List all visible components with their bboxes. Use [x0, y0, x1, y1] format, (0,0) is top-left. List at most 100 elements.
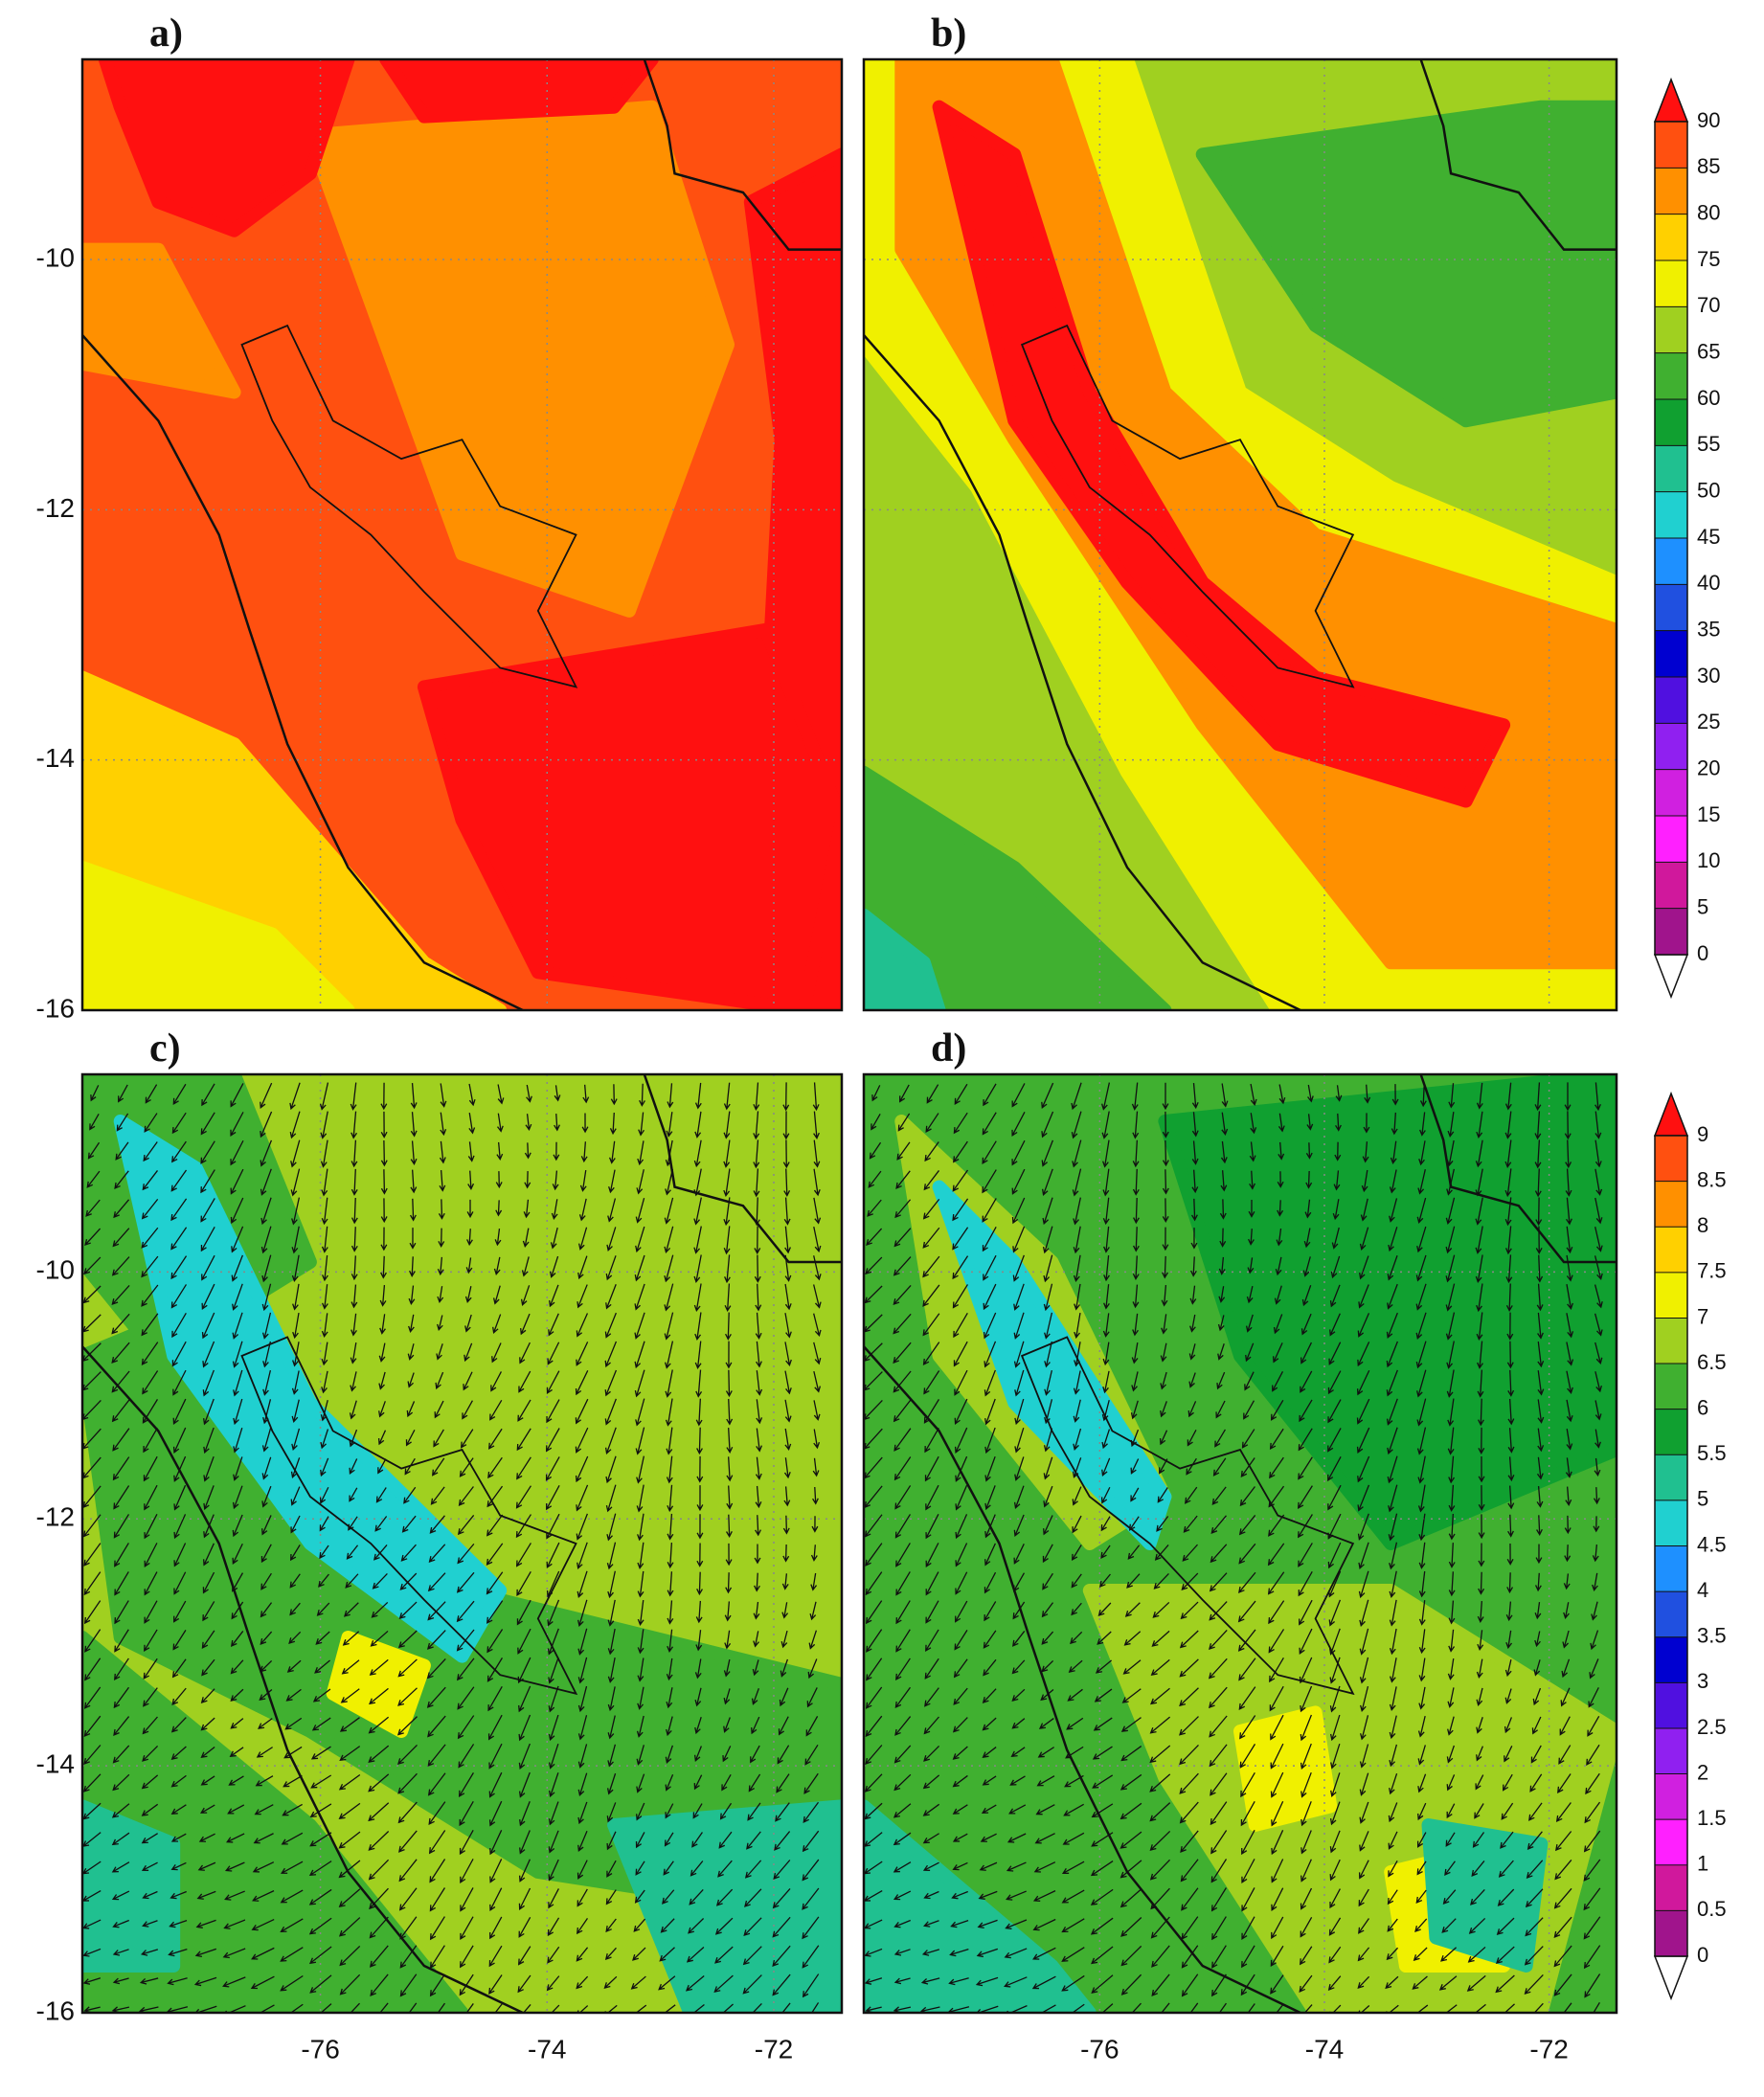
- wind-arrow: [696, 1485, 704, 1512]
- wind-arrow: [172, 1398, 187, 1425]
- wind-arrow: [1475, 1197, 1483, 1226]
- wind-arrow: [457, 1686, 475, 1710]
- wind-arrow: [1156, 1516, 1169, 1532]
- wind-arrow: [261, 1312, 272, 1340]
- wind-arrow: [982, 1717, 997, 1731]
- wind-arrow: [1466, 1974, 1486, 1992]
- wind-arrow: [1278, 1113, 1285, 1133]
- wind-arrow: [723, 1111, 731, 1139]
- wind-arrow: [1416, 1832, 1427, 1848]
- wind-arrow: [202, 1543, 215, 1567]
- wind-arrow: [637, 1513, 645, 1542]
- wind-arrow: [1131, 2002, 1142, 2013]
- wind-arrow: [1189, 1256, 1197, 1277]
- field-fill: [1195, 100, 1617, 428]
- wind-arrow: [518, 1370, 531, 1393]
- wind-arrow: [1416, 1860, 1427, 1876]
- y-tick-label: -16: [36, 993, 75, 1023]
- wind-arrow: [548, 1830, 559, 1854]
- wind-arrow: [197, 1861, 216, 1871]
- wind-arrow: [726, 1485, 734, 1510]
- wind-arrow: [609, 1112, 617, 1136]
- wind-arrow: [254, 2004, 275, 2013]
- wind-arrow: [718, 1831, 733, 1849]
- wind-arrow: [459, 1973, 474, 1996]
- colorbar-swatch: [1655, 584, 1687, 631]
- wind-arrow: [1132, 1284, 1140, 1309]
- wind-arrow: [201, 1630, 215, 1649]
- wind-arrow: [377, 1458, 387, 1475]
- wind-arrow: [955, 1455, 968, 1482]
- y-tick-label: -16: [36, 1996, 75, 2025]
- wind-arrow: [1102, 1168, 1110, 1197]
- wind-arrow: [634, 1889, 645, 1904]
- wind-arrow: [1151, 1973, 1170, 1997]
- wind-arrow: [983, 1630, 997, 1649]
- wind-arrow: [1149, 1716, 1171, 1734]
- wind-arrow: [487, 1428, 503, 1450]
- wind-arrow: [254, 1804, 274, 1815]
- wind-arrow: [1043, 1456, 1053, 1480]
- wind-arrow: [1183, 1515, 1198, 1533]
- wind-arrow: [1034, 1833, 1055, 1844]
- wind-arrow: [1593, 2002, 1600, 2013]
- wind-arrow: [397, 1687, 418, 1706]
- wind-arrow: [608, 1140, 616, 1164]
- field-fill: [864, 765, 1172, 1010]
- wind-arrow: [409, 1198, 417, 1222]
- wind-arrow: [459, 1457, 474, 1477]
- wind-arrow: [1036, 1775, 1055, 1787]
- wind-arrow: [427, 1715, 446, 1738]
- wind-arrow: [1537, 1428, 1545, 1453]
- wind-arrow: [604, 2004, 618, 2013]
- wind-arrow: [1558, 1745, 1572, 1765]
- wind-arrow: [1101, 1111, 1110, 1139]
- wind-arrow: [893, 1890, 912, 1901]
- wind-arrow: [1586, 1744, 1600, 1766]
- colorbar-swatch: [1655, 1499, 1687, 1546]
- wind-arrow: [865, 1256, 883, 1275]
- wind-arrow: [1583, 1859, 1601, 1882]
- wind-arrow: [1068, 1659, 1083, 1673]
- wind-arrow: [1359, 1772, 1369, 1796]
- wind-arrow: [982, 1747, 997, 1758]
- wind-arrow: [142, 1890, 158, 1900]
- wind-arrow: [894, 1686, 911, 1709]
- wind-arrow: [1219, 1199, 1227, 1220]
- wind-arrow: [634, 1312, 645, 1340]
- wind-arrow: [754, 1226, 761, 1255]
- wind-arrow: [1562, 1630, 1570, 1649]
- wind-arrow: [546, 1370, 560, 1394]
- wind-arrow: [1012, 1254, 1025, 1282]
- wind-arrow: [1417, 1745, 1426, 1766]
- wind-arrow: [457, 1515, 475, 1536]
- wind-arrow: [1180, 1601, 1199, 1620]
- wind-arrow: [438, 1199, 445, 1220]
- wind-arrow: [802, 1945, 820, 1969]
- wind-arrow: [1587, 1715, 1600, 1737]
- wind-arrow: [948, 1977, 969, 1986]
- wind-arrow: [634, 1341, 645, 1369]
- wind-arrow: [1271, 1916, 1284, 1940]
- wind-arrow: [115, 1141, 129, 1161]
- wind-arrow: [1553, 1973, 1572, 1996]
- wind-arrow: [577, 1255, 588, 1280]
- wind-arrow: [338, 1802, 361, 1819]
- wind-arrow: [575, 1370, 589, 1396]
- wind-arrow: [1012, 1226, 1026, 1253]
- wind-arrow: [696, 1543, 704, 1567]
- wind-arrow: [893, 1285, 912, 1306]
- wind-arrow: [604, 1312, 617, 1339]
- wind-arrow: [141, 1198, 159, 1220]
- wind-arrow: [1534, 1111, 1542, 1140]
- wind-arrow: [953, 1687, 968, 1705]
- wind-arrow: [1440, 1947, 1458, 1962]
- wind-arrow: [1357, 1975, 1370, 1990]
- wind-arrow: [437, 2002, 446, 2013]
- wind-arrow: [1191, 1112, 1199, 1138]
- wind-arrow: [520, 1313, 531, 1336]
- wind-arrow: [576, 1513, 588, 1541]
- wind-arrow: [258, 1718, 273, 1729]
- coastline: [864, 1345, 1301, 2013]
- wind-arrow: [577, 1772, 588, 1797]
